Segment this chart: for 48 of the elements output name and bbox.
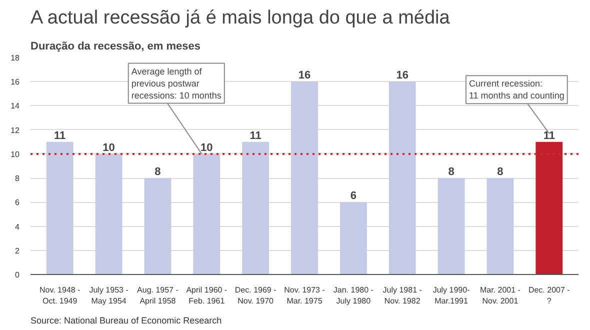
data-label: 16 bbox=[298, 70, 311, 82]
data-label: 6 bbox=[350, 190, 356, 202]
bar bbox=[340, 202, 367, 274]
bar bbox=[536, 142, 563, 274]
data-label: 16 bbox=[396, 70, 408, 82]
source-note: Source: National Bureau of Economic Research bbox=[30, 316, 222, 326]
x-tick-label: Dec. 2007 - ? bbox=[528, 286, 570, 306]
chart-title: A actual recessão já é mais longa do que a média bbox=[30, 8, 450, 28]
y-tick-label: 16 bbox=[10, 78, 20, 87]
bar bbox=[242, 142, 270, 274]
x-tick-label: July 1981 - Nov. 1982 bbox=[382, 286, 422, 306]
y-tick-label: 8 bbox=[15, 174, 20, 184]
bar bbox=[486, 178, 514, 274]
x-tick-label: July 1990- Mar.1991 bbox=[432, 286, 470, 306]
bar bbox=[291, 82, 318, 274]
y-tick-label: 18 bbox=[10, 54, 20, 62]
data-label: 11 bbox=[543, 130, 555, 142]
y-tick-label: 14 bbox=[10, 102, 20, 111]
x-tick-label: Aug. 1957 - April 1958 bbox=[137, 286, 179, 306]
data-label: 8 bbox=[154, 166, 161, 178]
data-label: 10 bbox=[102, 142, 115, 154]
annotation: Current recession: 11 months and counting bbox=[468, 78, 564, 101]
y-tick-label: 10 bbox=[10, 150, 20, 159]
data-label: 11 bbox=[250, 130, 262, 142]
y-tick-label: 12 bbox=[10, 126, 20, 135]
bar bbox=[95, 154, 122, 274]
x-tick-label: Mar. 2001 - Nov. 2001 bbox=[480, 286, 521, 306]
data-label: 10 bbox=[200, 142, 213, 154]
y-tick-label: 2 bbox=[15, 246, 20, 256]
y-tick-label: 0 bbox=[15, 270, 20, 280]
x-tick-label: July 1953 - May 1954 bbox=[89, 286, 129, 306]
x-tick-label: Dec. 1969 - Nov. 1970 bbox=[234, 286, 277, 306]
y-tick-label: 4 bbox=[15, 222, 20, 232]
bar bbox=[144, 178, 172, 274]
bar bbox=[193, 154, 220, 274]
data-label: 11 bbox=[54, 130, 66, 142]
y-tick-label: 6 bbox=[15, 198, 20, 208]
x-tick-label: Jan. 1980 - July 1980 bbox=[333, 286, 374, 306]
data-label: 8 bbox=[448, 166, 454, 178]
x-tick-label: Nov. 1948 - Oct. 1949 bbox=[39, 286, 81, 306]
x-tick-label: Nov. 1973 - Mar. 1975 bbox=[284, 286, 326, 306]
bar bbox=[46, 142, 74, 274]
x-tick-label: April 1960 - Feb. 1961 bbox=[186, 286, 228, 306]
data-label: 8 bbox=[497, 166, 504, 178]
chart-subtitle: Duração da recessão, em meses bbox=[30, 40, 200, 52]
bar bbox=[388, 82, 416, 274]
ref-line-label: Average length of previous postwar recessions: 10 months bbox=[131, 66, 222, 100]
bar bbox=[438, 178, 465, 274]
